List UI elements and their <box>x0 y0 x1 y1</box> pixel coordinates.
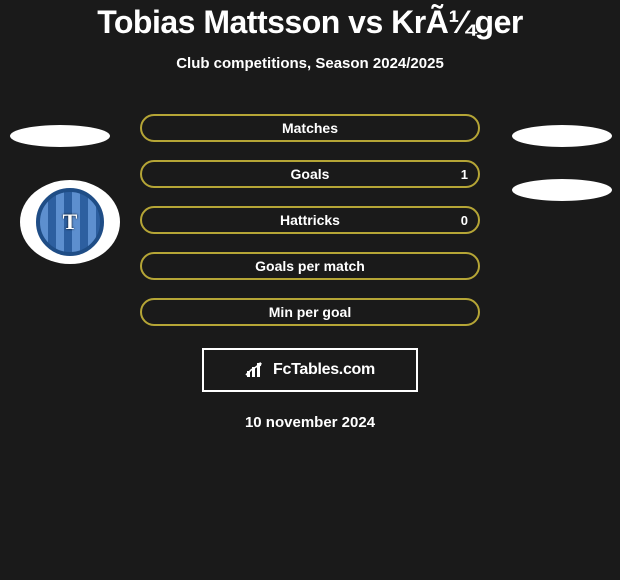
club-badge-initial: T <box>63 209 78 235</box>
club-badge-inner: T <box>36 188 104 256</box>
stat-label: Hattricks <box>280 212 340 228</box>
stat-value: 1 <box>461 167 468 182</box>
club-badge: T <box>20 180 120 264</box>
stat-pill-goals: Goals 1 <box>140 160 480 188</box>
left-ellipse-decor <box>10 125 110 147</box>
stat-label: Goals <box>291 166 330 182</box>
stat-label: Matches <box>282 120 338 136</box>
bar-chart-icon <box>245 361 267 379</box>
stat-pill-goals-per-match: Goals per match <box>140 252 480 280</box>
page-subtitle: Club competitions, Season 2024/2025 <box>176 55 444 72</box>
right-ellipse-decor <box>512 125 612 147</box>
brand-text: FcTables.com <box>273 361 375 379</box>
date-text: 10 november 2024 <box>245 414 375 431</box>
stat-label: Min per goal <box>269 304 351 320</box>
stat-pill-matches: Matches <box>140 114 480 142</box>
brand-box: FcTables.com <box>202 348 418 392</box>
page-title: Tobias Mattsson vs KrÃ¼ger <box>97 4 523 41</box>
stat-value: 0 <box>461 213 468 228</box>
right-ellipse-decor-2 <box>512 179 612 201</box>
stat-pill-min-per-goal: Min per goal <box>140 298 480 326</box>
stat-label: Goals per match <box>255 258 365 274</box>
stat-pill-hattricks: Hattricks 0 <box>140 206 480 234</box>
